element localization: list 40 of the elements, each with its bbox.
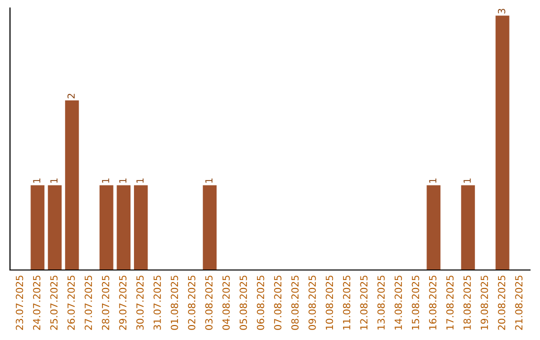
x-tick-label: 16.08.2025 (429, 276, 436, 330)
x-tick-label: 11.08.2025 (342, 276, 350, 330)
x-tick-label: 01.08.2025 (170, 276, 178, 330)
x-tick-label: 04.08.2025 (222, 276, 230, 330)
data-label: 1 (50, 178, 58, 183)
x-tick-label: 14.08.2025 (394, 276, 402, 330)
x-tick-label: 17.08.2025 (446, 276, 454, 330)
data-label: 1 (136, 178, 144, 183)
x-tick-label: 18.08.2025 (463, 276, 471, 330)
x-tick-label: 15.08.2025 (412, 276, 420, 330)
x-tick-label: 30.07.2025 (136, 276, 144, 330)
x-tick-label: 31.07.2025 (154, 276, 161, 330)
x-tick-label: 06.08.2025 (256, 276, 264, 330)
x-tick-label: 07.08.2025 (274, 276, 282, 330)
x-tick-label: 20.08.2025 (498, 276, 506, 330)
x-tick-label: 08.08.2025 (291, 276, 299, 330)
x-tick-label: 27.07.2025 (84, 276, 92, 330)
x-tick-label: 24.07.2025 (33, 276, 40, 330)
x-tick-label: 23.07.2025 (16, 276, 24, 330)
data-label: 1 (33, 178, 40, 183)
x-tick-label: 05.08.2025 (240, 276, 247, 330)
data-label: 1 (102, 178, 110, 183)
x-tick-label: 21.08.2025 (515, 276, 522, 330)
x-tick-label: 28.07.2025 (102, 276, 110, 330)
data-label: 1 (119, 178, 126, 183)
x-tick-label: 09.08.2025 (308, 276, 316, 330)
x-tick-label: 02.08.2025 (188, 276, 196, 330)
x-tick-label: 26.07.2025 (67, 276, 75, 330)
data-label: 1 (205, 178, 212, 183)
x-tick-label: 12.08.2025 (360, 276, 368, 330)
x-tick-label: 10.08.2025 (326, 276, 334, 330)
x-tick-label: 29.07.2025 (119, 276, 126, 330)
x-tick-label: 03.08.2025 (205, 276, 213, 330)
x-tick-label: 13.08.2025 (377, 276, 385, 330)
data-label: 1 (429, 178, 436, 183)
x-tick-label: 25.07.2025 (50, 276, 58, 330)
data-label: 2 (67, 94, 75, 98)
data-label: 3 (498, 8, 506, 14)
data-label: 1 (464, 178, 471, 183)
x-tick-label: 19.08.2025 (480, 276, 488, 330)
